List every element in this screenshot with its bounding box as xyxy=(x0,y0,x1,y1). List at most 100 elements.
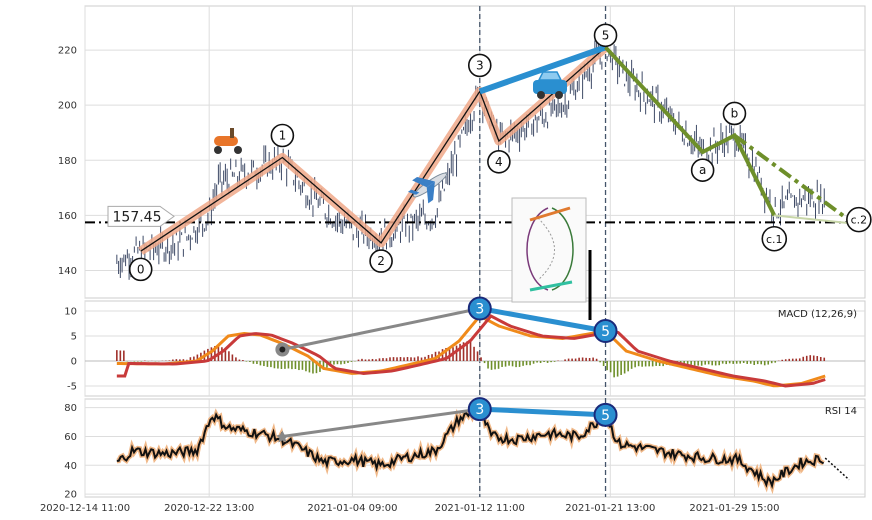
macd-histogram-bar xyxy=(336,361,339,365)
macd-histogram-bar xyxy=(193,356,195,361)
macd-histogram-bar xyxy=(420,357,423,361)
macd-histogram-bar xyxy=(823,357,826,361)
panel-backgrounds xyxy=(84,5,866,498)
wave-label-text: b xyxy=(731,106,739,120)
macd-histogram-bar xyxy=(490,361,493,370)
macd-histogram-bar xyxy=(588,358,591,361)
macd-histogram-bar xyxy=(595,358,598,361)
car-window xyxy=(537,71,563,81)
rsi-point-label: 5 xyxy=(601,408,610,424)
macd-histogram-bar xyxy=(770,361,773,364)
airplane-wing xyxy=(412,176,435,188)
macd-3-5-link xyxy=(479,306,606,334)
y-tick-label: 0 xyxy=(71,357,77,368)
macd-histogram-bar xyxy=(133,361,136,362)
macd-histogram-bar xyxy=(312,361,314,374)
macd-histogram-bar xyxy=(368,359,370,361)
macd-histogram-bar xyxy=(602,361,605,367)
macd-histogram-bar xyxy=(263,361,265,367)
macd-histogram-bar xyxy=(714,361,717,366)
macd-line xyxy=(116,315,826,388)
macd-histogram-bar xyxy=(343,361,346,364)
macd-histogram-bar xyxy=(553,361,556,362)
macd-histogram-bar xyxy=(721,361,724,364)
macd-histogram-bar xyxy=(399,357,402,361)
macd-histogram-bar xyxy=(382,358,384,361)
macd-histogram-bar xyxy=(693,361,696,366)
macd-histogram-bar xyxy=(805,355,808,361)
macd-histogram-bar xyxy=(651,361,654,367)
inset-curve xyxy=(537,217,555,281)
scooter-wheel xyxy=(214,146,222,154)
macd-histogram-bar xyxy=(305,361,307,372)
macd-histogram-bar xyxy=(623,361,626,374)
wave-3-5-link xyxy=(478,44,607,95)
macd-histogram-bar xyxy=(186,359,188,361)
macd-histogram-bar xyxy=(564,359,566,361)
macd-histogram-bar xyxy=(501,361,503,367)
macd-histogram-bar xyxy=(413,357,416,361)
y-tick-label: 10 xyxy=(64,307,77,318)
macd-histogram-bar xyxy=(238,359,241,361)
c-link-line xyxy=(774,214,854,225)
wave-label-text: 3 xyxy=(476,58,484,72)
macd-histogram-bar xyxy=(704,361,706,365)
macd-histogram-bar xyxy=(546,361,549,363)
wave-paths xyxy=(138,43,856,255)
macd-histogram-bar xyxy=(466,341,468,361)
macd-histogram-bar xyxy=(571,358,573,361)
macd-histogram-bar xyxy=(585,357,587,361)
macd-histogram-bar xyxy=(119,350,122,361)
price-level-line: 157.45 xyxy=(85,205,865,227)
macd-histogram-bar xyxy=(700,361,703,366)
macd-histogram-bar xyxy=(550,361,552,363)
macd-histogram-bar xyxy=(245,361,248,362)
x-tick-label: 2021-01-29 15:00 xyxy=(689,503,779,514)
wave-label-circle xyxy=(593,23,618,48)
macd-histogram-bar xyxy=(116,350,118,361)
macd-histogram-bar xyxy=(179,359,181,361)
rsi-point-circle xyxy=(467,397,492,422)
macd-histogram-bar xyxy=(340,361,342,365)
macd-histogram-bar xyxy=(462,342,465,361)
macd-histogram-bar xyxy=(613,361,615,378)
price-level-tag xyxy=(107,205,175,227)
macd-histogram-bar xyxy=(182,359,185,361)
macd-histogram-bar xyxy=(189,357,192,361)
macd-histogram-bar xyxy=(494,361,496,370)
macd-histogram-bar xyxy=(518,361,521,367)
wave-label-circle xyxy=(487,149,511,174)
x-tick-label: 2020-12-14 11:00 xyxy=(40,503,130,514)
macd-histogram-bar xyxy=(819,356,822,361)
macd-histogram-bar xyxy=(196,354,199,361)
macd-histogram-bar xyxy=(315,361,318,374)
macd-histogram-bar xyxy=(788,358,791,361)
macd-histogram-bar xyxy=(259,361,262,366)
y-tick-label: 200 xyxy=(58,101,77,112)
y-tick-label: -5 xyxy=(67,382,77,393)
macd-histogram-bar xyxy=(749,361,752,364)
macd-histogram-bar xyxy=(648,361,650,367)
macd-histogram-bar xyxy=(641,361,643,367)
wave-label-circle xyxy=(846,206,872,233)
macd-histogram-bar xyxy=(536,361,538,363)
macd-histogram-bar xyxy=(249,361,251,362)
rsi-divergence-star xyxy=(276,430,289,443)
macd-histogram-bar xyxy=(697,361,699,366)
macd-histogram-bar xyxy=(252,361,255,364)
macd-histogram-bar xyxy=(795,358,798,361)
macd-histogram-bar xyxy=(371,358,374,361)
macd-histogram-bar xyxy=(455,345,458,361)
macd-histogram-bar xyxy=(627,361,629,372)
projection-line xyxy=(733,133,856,226)
macd-histogram-bar xyxy=(532,361,535,364)
macd-histogram-bar xyxy=(735,361,738,364)
macd-histogram-bar xyxy=(175,359,178,361)
macd-histogram-bar xyxy=(445,347,447,361)
x-tick-label: 2021-01-12 11:00 xyxy=(435,503,525,514)
macd-histogram-bar xyxy=(746,361,749,364)
macd-histogram-bar xyxy=(326,361,328,368)
wave-label-text: a xyxy=(699,163,706,177)
macd-divergence-line xyxy=(282,307,481,351)
impulse-line xyxy=(140,46,606,252)
